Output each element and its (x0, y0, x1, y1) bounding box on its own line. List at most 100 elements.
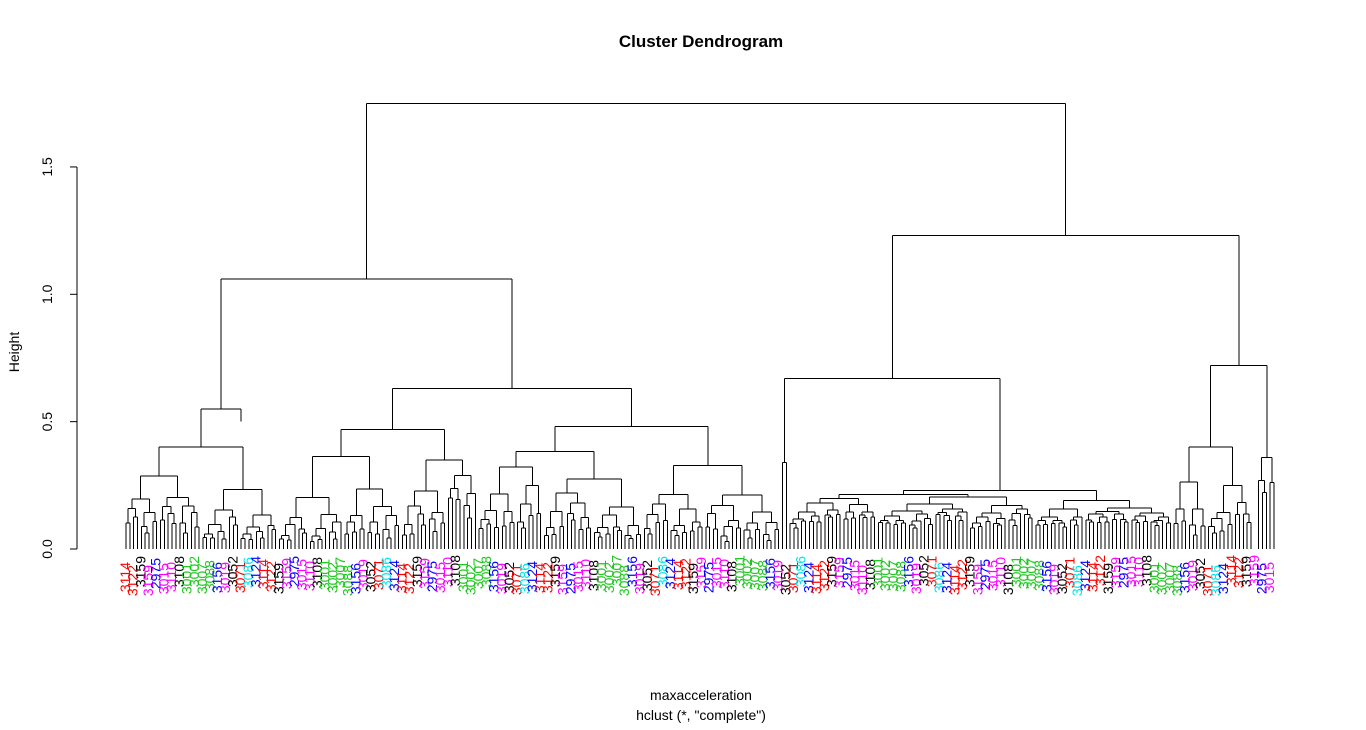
leaf-label: 3002 (186, 556, 202, 587)
leaf-label: 3110 (992, 557, 1008, 587)
leaf-label: 3159 (547, 556, 563, 587)
leaf-label: 2975 (148, 558, 164, 589)
leaf-label: 3071 (1062, 557, 1078, 588)
leaf-label: 3002 (1015, 558, 1031, 589)
leaf-label: 3002 (324, 562, 340, 593)
leaf-label: 3001 (731, 555, 747, 586)
leaf-label: 3110 (716, 559, 732, 589)
leaf-label: 3086 (516, 563, 532, 594)
leaf-label: 3159 (555, 564, 571, 595)
leaf-label: 3156 (1177, 562, 1193, 593)
leaf-label: 3052 (225, 556, 241, 587)
leaf-label: 3019 (908, 563, 924, 594)
leaf-label: 3124 (800, 562, 816, 593)
leaf-label: 3088 (1169, 565, 1185, 596)
leaf-label: 3086 (378, 557, 394, 588)
leaf-label: 3159 (962, 556, 978, 587)
leaf-label: 3110 (578, 559, 594, 589)
leaf-label: 3007 (332, 557, 348, 588)
leaf-label: 3114 (1223, 555, 1239, 585)
leaf-label: 2975 (839, 557, 855, 588)
leaf-label: 3015 (708, 557, 724, 588)
leaf-label: 3108 (862, 559, 878, 590)
y-tick-label: 0.0 (39, 539, 55, 559)
leaf-label: 3088 (754, 560, 770, 591)
y-axis: 0.0 0.5 1.0 1.5 (39, 157, 78, 559)
leaf-label: 2975 (701, 562, 717, 593)
leaf-label: 3159 (823, 556, 839, 587)
leaf-label: 3108 (1138, 555, 1154, 586)
leaf-label: 3019 (355, 559, 371, 590)
leaf-label: 3124 (1215, 563, 1231, 594)
leaf-label: 3071 (647, 565, 663, 596)
leaf-label: 3156 (1038, 561, 1054, 592)
leaf-label: 3001 (317, 559, 333, 590)
leaf-label: 3007 (608, 555, 624, 586)
leaf-label: 3071 (1200, 565, 1216, 596)
leaf-label: 3007 (1161, 562, 1177, 593)
leaf-label: 3124 (386, 560, 402, 591)
leaf-label: 3052 (639, 560, 655, 591)
leaf-label: 3015 (294, 559, 310, 590)
leaf-label: 3108 (585, 560, 601, 591)
leaf-label: 3052 (1192, 558, 1208, 589)
leaf-label: 3015 (1261, 562, 1277, 593)
leaf-label: 3019 (493, 563, 509, 594)
leaf-label: 3159 (271, 563, 287, 594)
leaf-label: 3071 (370, 559, 386, 590)
leaf-label: 3001 (1146, 562, 1162, 593)
leaf-label: 3015 (985, 560, 1001, 591)
leaf-label: 3159 (831, 557, 847, 588)
leaf-label: 3122 (1092, 555, 1108, 586)
leaf-label: 3015 (1123, 556, 1139, 587)
leaf-label: 3156 (900, 556, 916, 587)
leaf-label: 3001 (1008, 556, 1024, 587)
leaf-label: 3007 (885, 560, 901, 591)
leaf-label: 2975 (977, 559, 993, 590)
leaf-label: 3159 (409, 556, 425, 587)
y-axis-label: Height (6, 332, 22, 373)
leaf-label: 3114 (532, 563, 548, 593)
leaf-label: 3114 (255, 559, 271, 589)
leaf-label: 3088 (616, 565, 632, 596)
leaf-label: 3007 (470, 558, 486, 589)
leaf-label: 3156 (624, 556, 640, 587)
leaf-label: 3015 (570, 561, 586, 592)
leaf-label: 3019 (217, 562, 233, 593)
leaf-label: 3052 (363, 561, 379, 592)
leaf-label: 3015 (846, 560, 862, 591)
leaf-label: 3001 (593, 560, 609, 591)
leaf-label: 3071 (232, 562, 248, 593)
leaf-label: 3007 (747, 559, 763, 590)
leaf-label: 3159 (278, 558, 294, 589)
leaf-label: 3001 (178, 563, 194, 594)
leaf-label: 3088 (340, 565, 356, 596)
leaf-label: 3108 (447, 555, 463, 586)
leaf-label: 3108 (1000, 564, 1016, 595)
leaf-label: 2975 (1115, 557, 1131, 588)
leaf-label: 3124 (662, 558, 678, 589)
leaf-label: 3088 (1031, 560, 1047, 591)
chart-title: Cluster Dendrogram (619, 32, 783, 51)
x-axis-label: maxacceleration (650, 687, 752, 703)
y-tick-label: 0.5 (39, 412, 55, 432)
leaf-label: 3159 (969, 564, 985, 595)
leaf-label: 2975 (562, 563, 578, 594)
leaf-label: 3156 (762, 558, 778, 589)
leaf-label: 3086 (931, 562, 947, 593)
leaf-label: 3156 (209, 562, 225, 593)
leaf-label: 3071 (785, 562, 801, 593)
leaf-label: 3114 (946, 565, 962, 595)
leaf-label: 3114 (393, 563, 409, 593)
leaf-label: 3007 (194, 563, 210, 594)
leaf-label: 3156 (347, 563, 363, 594)
leaf-label: 3124 (524, 561, 540, 592)
y-tick-label: 1.5 (39, 157, 55, 177)
chart-subtitle: hclust (*, "complete") (636, 707, 766, 723)
leaf-label: 3124 (248, 556, 264, 587)
leaf-label: 3122 (125, 565, 141, 596)
leaf-label: 3019 (770, 560, 786, 591)
leaf-label: 3159 (1246, 555, 1262, 586)
leaf-label: 3019 (1046, 564, 1062, 595)
leaf-label: 3002 (1154, 564, 1170, 595)
